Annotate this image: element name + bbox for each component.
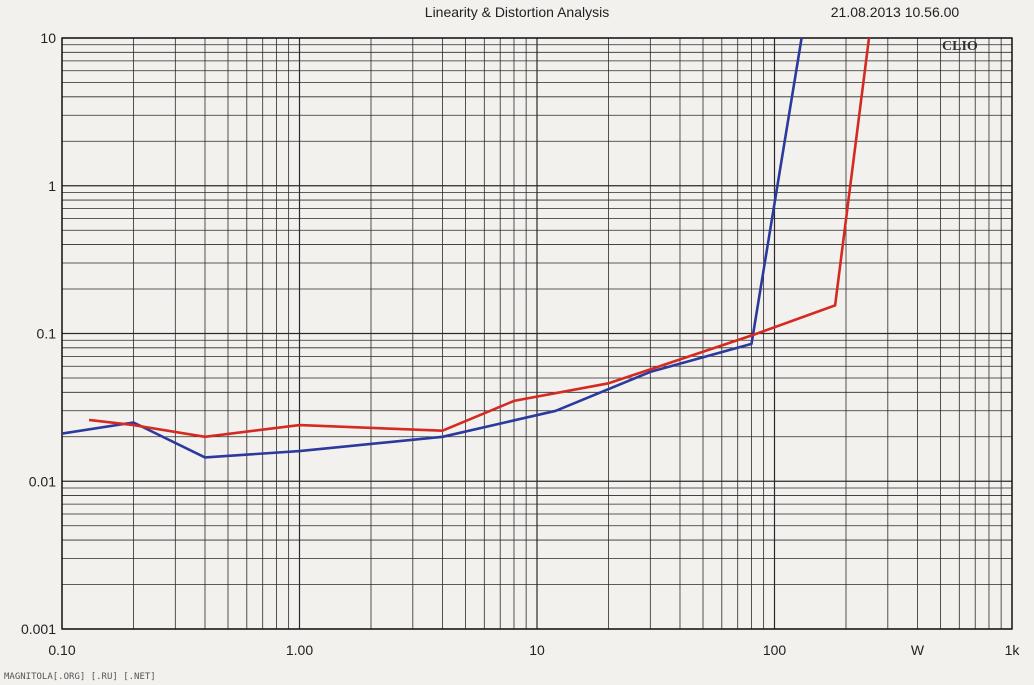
- y-tick-label: 1: [48, 178, 56, 194]
- x-tick-label: 0.10: [48, 642, 75, 658]
- x-tick-label: W: [911, 642, 925, 658]
- y-tick-label: 0.001: [21, 621, 56, 637]
- x-tick-label: 10: [529, 642, 545, 658]
- plot-frame: [61, 37, 1013, 630]
- series-line-blue: [62, 38, 803, 459]
- y-tick-label: 10: [40, 30, 56, 46]
- x-tick-label: 1.00: [286, 642, 313, 658]
- chart-title: Linearity & Distortion Analysis: [425, 4, 609, 20]
- x-axis-ticks: 0.10 1.00 10 100 W 1k: [48, 642, 1020, 658]
- x-tick-label: 100: [763, 642, 787, 658]
- y-tick-label: 0.01: [29, 473, 56, 489]
- series-group: [62, 38, 871, 459]
- y-tick-label: 0.1: [37, 326, 57, 342]
- x-tick-label: 1k: [1005, 642, 1021, 658]
- clio-logo: CLIO: [942, 39, 978, 54]
- y-axis-ticks: 10 1 0.1 0.01 0.001: [21, 30, 56, 637]
- timestamp: 21.08.2013 10.56.00: [831, 4, 960, 20]
- grid: [61, 37, 1013, 630]
- footer-watermark: MAGNITOLA[.ORG] [.RU] [.NET]: [4, 672, 156, 682]
- series-line-red: [88, 38, 871, 439]
